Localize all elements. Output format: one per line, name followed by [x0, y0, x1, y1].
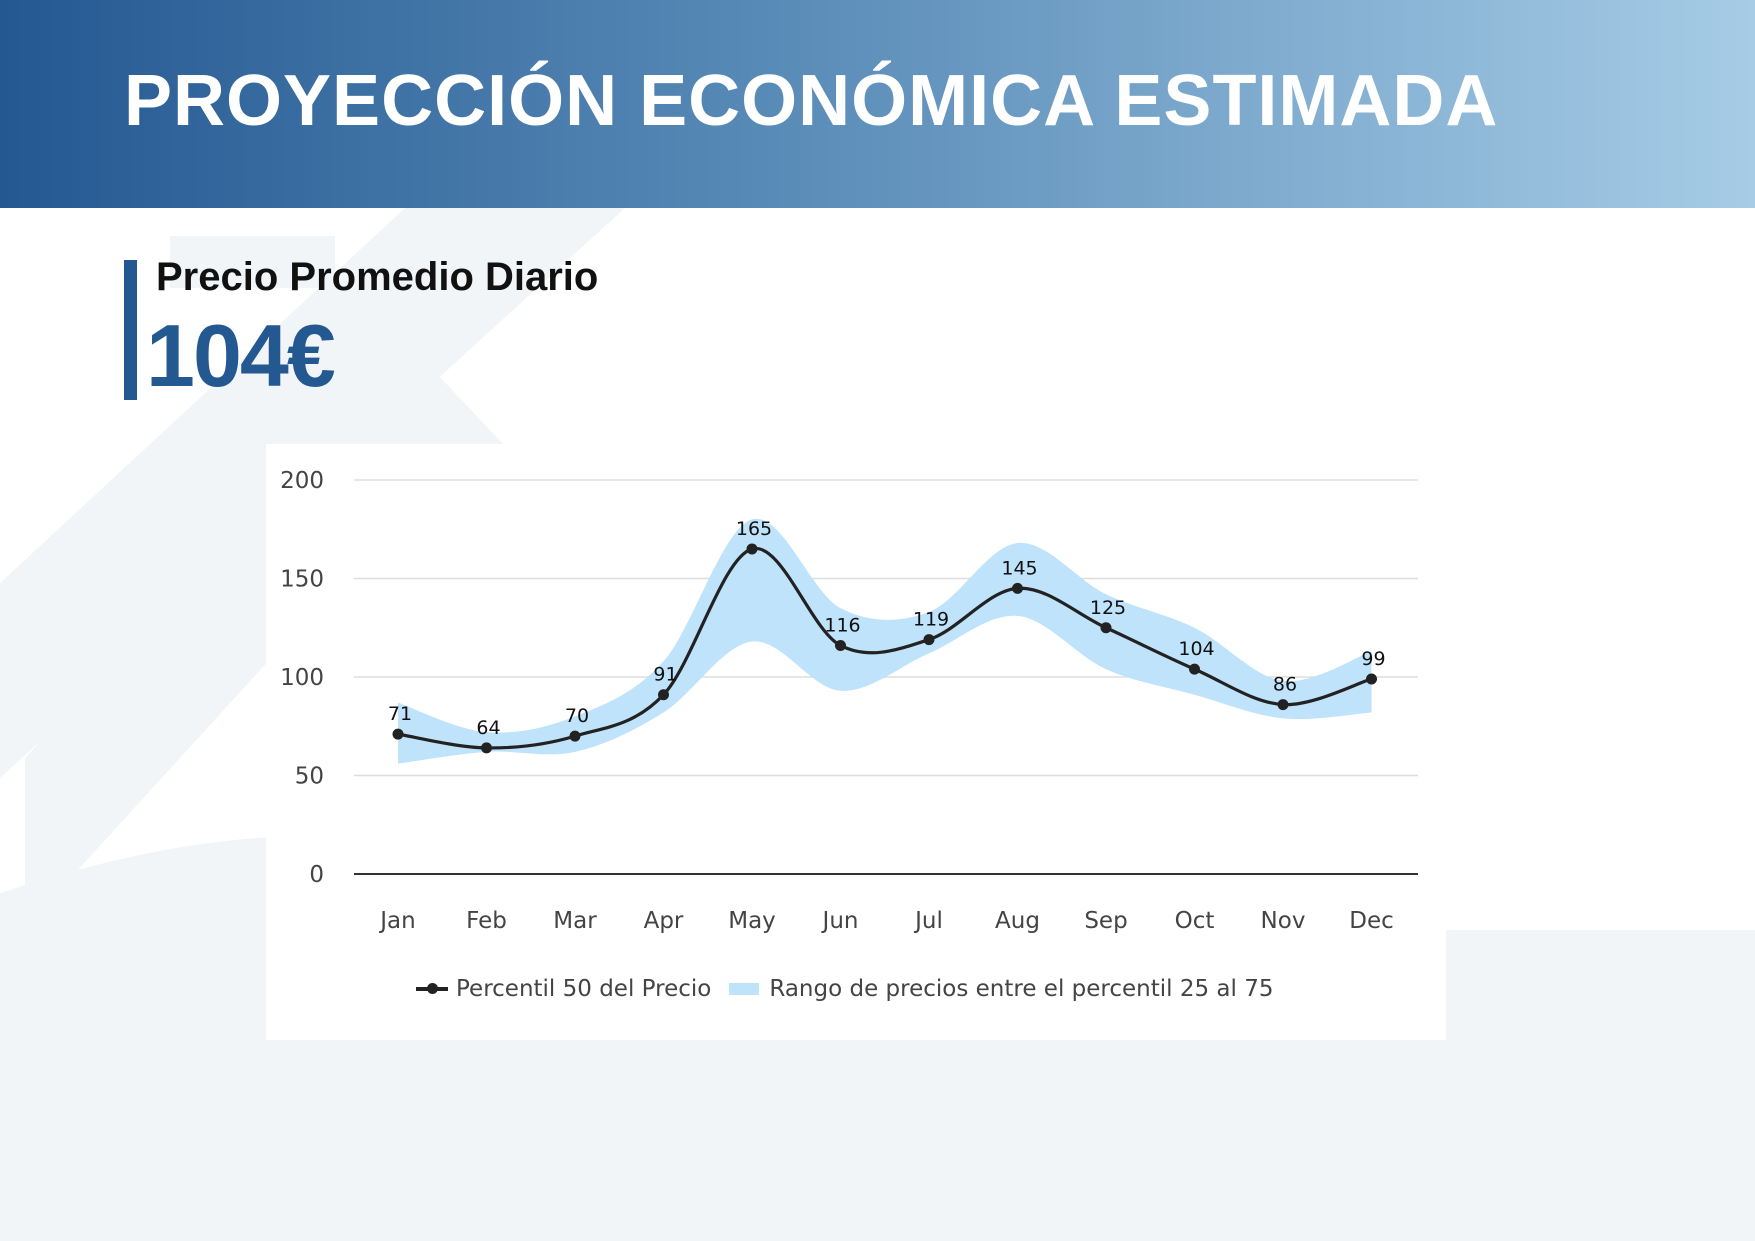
data-label: 70	[565, 705, 589, 727]
band-area-p25-p75	[398, 518, 1372, 764]
x-tick-label: Aug	[995, 908, 1040, 934]
page-title: PROYECCIÓN ECONÓMICA ESTIMADA	[124, 61, 1499, 141]
data-point	[1189, 663, 1200, 675]
legend-label-median: Percentil 50 del Precio	[456, 976, 712, 1002]
y-tick-label: 100	[280, 665, 324, 691]
metric-value: 104€	[146, 306, 336, 405]
legend-label-band: Rango de precios entre el percentil 25 a…	[769, 976, 1274, 1002]
data-point	[569, 730, 581, 742]
y-tick-label: 150	[280, 567, 324, 593]
y-tick-label: 0	[309, 862, 324, 888]
data-point	[1012, 582, 1023, 594]
data-label: 91	[653, 664, 677, 686]
data-point	[923, 634, 935, 646]
x-tick-label: Sep	[1084, 908, 1127, 934]
data-label: 104	[1178, 638, 1214, 660]
y-tick-label: 200	[280, 468, 324, 494]
data-label: 125	[1090, 597, 1126, 619]
data-label: 119	[913, 609, 949, 631]
data-label: 165	[736, 518, 772, 540]
data-point	[1100, 622, 1112, 634]
metric-label: Precio Promedio Diario	[156, 255, 599, 299]
x-tick-label: Jan	[378, 908, 415, 934]
data-point	[1366, 673, 1377, 685]
y-tick-label: 50	[295, 764, 324, 790]
data-point	[392, 728, 404, 740]
legend-band-marker-icon	[729, 983, 760, 995]
x-tick-label: Mar	[553, 908, 597, 934]
metric-accent-bar	[124, 260, 137, 400]
data-label: 99	[1361, 648, 1385, 670]
price-chart: 0 50 100 150 200 71 64 70 91 165 116 119 145 125 104 86…	[280, 468, 1418, 934]
data-point	[746, 543, 758, 555]
data-label: 145	[1001, 557, 1037, 579]
header-banner: PROYECCIÓN ECONÓMICA ESTIMADA	[0, 0, 1755, 208]
x-tick-label: Jul	[913, 908, 943, 934]
x-tick-label: Apr	[644, 908, 684, 934]
x-tick-label: Dec	[1349, 908, 1394, 934]
x-tick-label: Nov	[1261, 908, 1306, 934]
x-tick-label: Jun	[821, 908, 859, 934]
data-label: 86	[1273, 674, 1297, 696]
data-point	[835, 639, 846, 651]
chart-legend: Percentil 50 del Precio Rango de precios…	[416, 974, 1273, 1004]
x-tick-label: May	[728, 908, 776, 934]
x-tick-label: Oct	[1175, 908, 1215, 934]
data-point	[481, 742, 492, 754]
data-label: 116	[824, 614, 860, 636]
data-point	[658, 689, 669, 701]
data-label: 64	[476, 717, 500, 739]
data-point	[1277, 699, 1289, 711]
data-label: 71	[388, 703, 412, 725]
legend-line-marker-icon	[416, 983, 448, 994]
chart-panel: 0 50 100 150 200 71 64 70 91 165 116 119 145 125 104 86…	[266, 444, 1446, 1040]
x-tick-label: Feb	[466, 908, 507, 934]
